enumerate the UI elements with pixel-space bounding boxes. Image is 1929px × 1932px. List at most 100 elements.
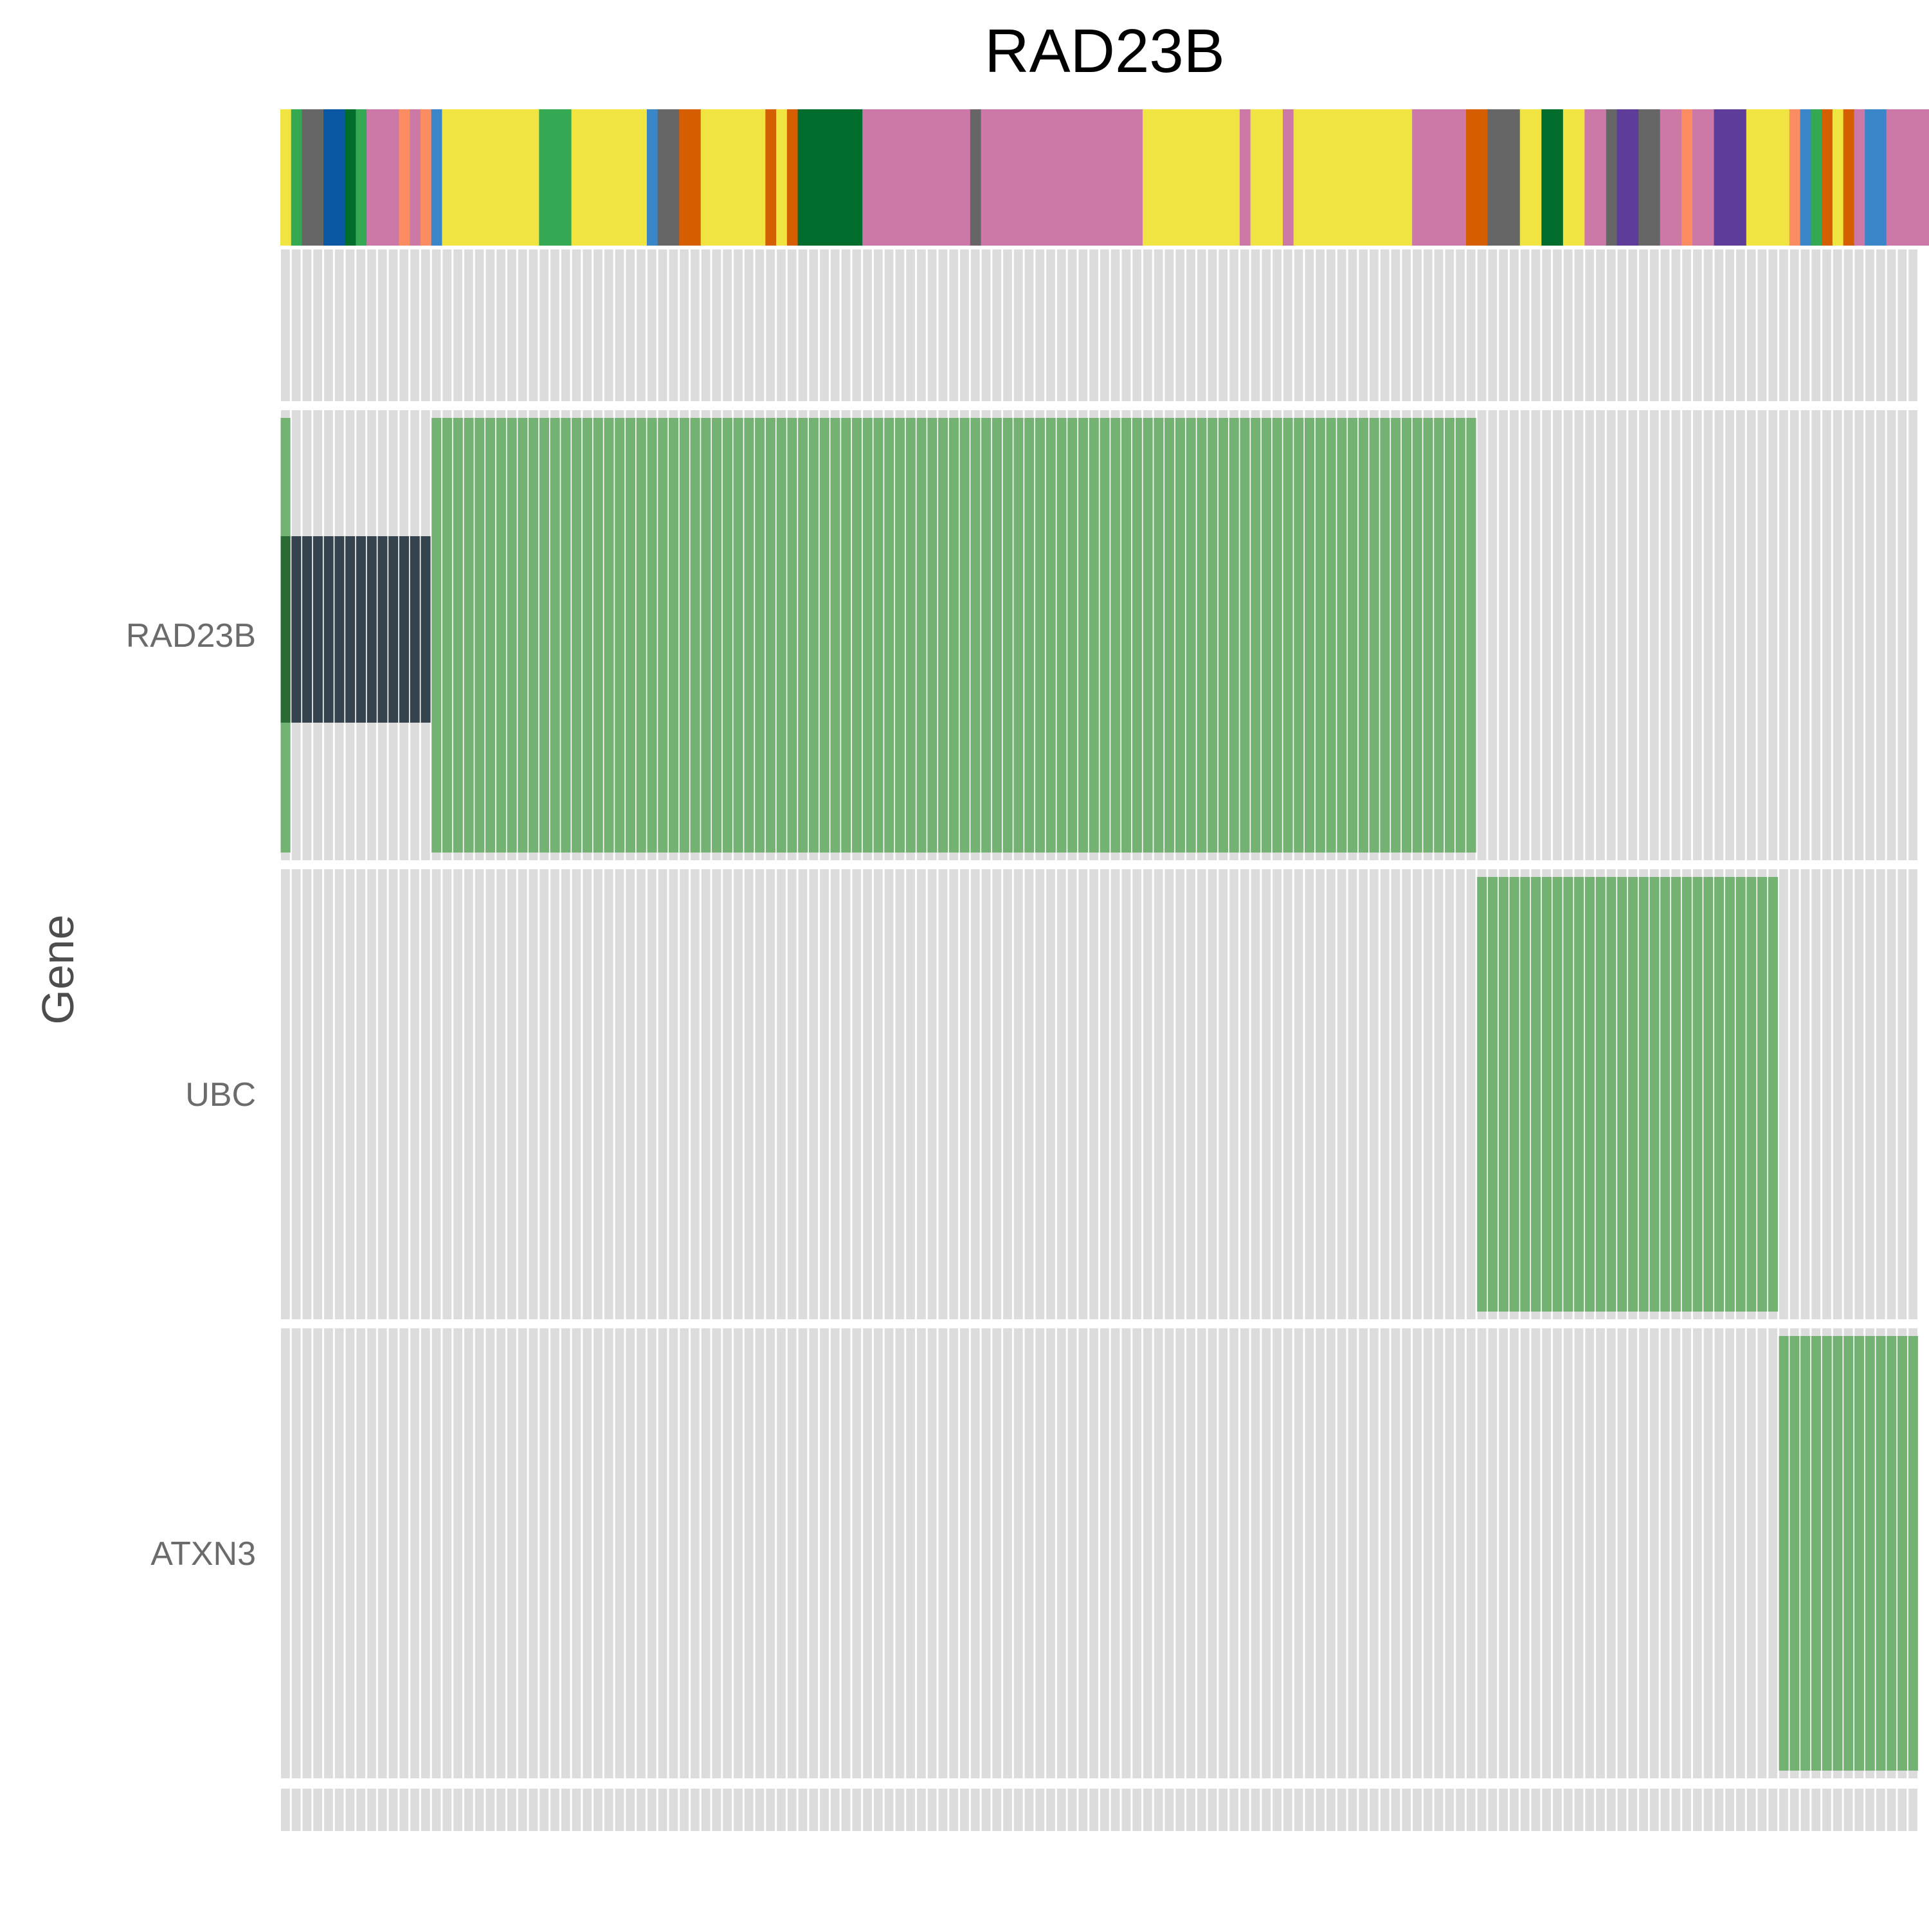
spacer-cell — [1682, 249, 1691, 401]
bottom-cell — [1854, 1789, 1864, 1831]
alteration-cell — [884, 418, 894, 853]
alteration-cell — [1229, 418, 1239, 853]
grid-cell — [1402, 869, 1411, 1319]
grid-cell — [1488, 1328, 1498, 1778]
grid-cell — [1456, 869, 1465, 1319]
grid-cell — [1143, 869, 1152, 1319]
grid-cell — [798, 869, 808, 1319]
grid-cell — [345, 1328, 355, 1778]
grid-cell — [1186, 869, 1195, 1319]
grid-cell — [820, 869, 829, 1319]
grid-cell — [1024, 869, 1034, 1319]
bottom-cell — [1811, 1789, 1821, 1831]
annotation-segment — [1714, 109, 1747, 246]
bottom-cell — [820, 1789, 829, 1831]
grid-cell — [1477, 1328, 1487, 1778]
bottom-cell — [906, 1789, 916, 1831]
grid-cell — [734, 1328, 743, 1778]
alteration-dark-cell — [399, 536, 410, 723]
spacer-cell — [1736, 249, 1745, 401]
alteration-cell — [1833, 1336, 1843, 1771]
grid-cell — [1262, 1328, 1271, 1778]
spacer-cell — [1725, 249, 1735, 401]
alteration-cell — [1197, 418, 1207, 853]
bottom-cell — [1262, 1789, 1271, 1831]
spacer-cell — [734, 249, 743, 401]
bottom-cell — [313, 1789, 323, 1831]
spacer-cell — [453, 249, 462, 401]
spacer-cell — [302, 249, 312, 401]
bottom-cell — [324, 1789, 333, 1831]
spacer-cell — [884, 249, 894, 401]
grid-cell — [1617, 1328, 1627, 1778]
grid-cell — [895, 869, 905, 1319]
grid-cell — [1423, 869, 1433, 1319]
spacer-cell — [1865, 249, 1874, 401]
grid-cell — [1089, 1328, 1098, 1778]
grid-cell — [1262, 869, 1271, 1319]
alteration-cell — [1531, 877, 1541, 1312]
annotation-segment — [646, 109, 658, 246]
grid-cell — [669, 869, 678, 1319]
spacer-cell — [1035, 249, 1045, 401]
grid-cell — [723, 869, 732, 1319]
spacer-cell — [1056, 249, 1066, 401]
bottom-cell — [927, 1789, 937, 1831]
spacer-cell — [830, 249, 840, 401]
bottom-cell — [485, 1789, 495, 1831]
spacer-cell — [1617, 249, 1627, 401]
spacer-cell — [895, 249, 905, 401]
grid-cell — [658, 1328, 667, 1778]
alteration-cell — [1552, 877, 1562, 1312]
grid-cell — [1110, 869, 1120, 1319]
grid-cell — [1854, 410, 1864, 860]
spacer-cell — [550, 249, 559, 401]
bottom-cell — [550, 1789, 559, 1831]
bottom-cell — [1876, 1789, 1885, 1831]
annotation-segment — [571, 109, 648, 246]
spacer-cell — [1445, 249, 1454, 401]
grid-cell — [1520, 410, 1530, 860]
bottom-cell — [302, 1789, 312, 1831]
annotation-segment — [345, 109, 356, 246]
annotation-segment — [1746, 109, 1790, 246]
y-axis-label: Gene — [33, 914, 83, 1024]
annotation-segment — [1541, 109, 1564, 246]
spacer-cell — [701, 249, 711, 401]
alteration-cell — [1595, 877, 1606, 1312]
gene-rows — [280, 410, 1918, 1778]
spacer-cell — [1531, 249, 1541, 401]
bottom-cell — [734, 1789, 743, 1831]
annotation-segment — [431, 109, 443, 246]
grid-cell — [1423, 1328, 1433, 1778]
bottom-cell — [1477, 1789, 1487, 1831]
bottom-cell — [615, 1789, 624, 1831]
alteration-cell — [1477, 877, 1487, 1312]
grid-cell — [572, 869, 581, 1319]
spacer-cell — [1703, 249, 1713, 401]
grid-cell — [1132, 869, 1142, 1319]
grid-cell — [1833, 869, 1842, 1319]
grid-cell — [464, 1328, 473, 1778]
spacer-cell — [1143, 249, 1152, 401]
alteration-cell — [1175, 418, 1185, 853]
spacer-cell — [1132, 249, 1142, 401]
grid-cell — [1725, 1328, 1735, 1778]
grid-cell — [766, 869, 775, 1319]
grid-cell — [485, 1328, 495, 1778]
grid-cell — [507, 1328, 516, 1778]
bottom-cell — [1348, 1789, 1357, 1831]
annotation-segment — [1143, 109, 1240, 246]
spacer-cell — [852, 249, 862, 401]
grid-cell — [1660, 1328, 1670, 1778]
alteration-cell — [1218, 418, 1229, 853]
alteration-cell — [905, 418, 916, 853]
bottom-cell — [938, 1789, 948, 1831]
alteration-cell — [507, 418, 517, 853]
alteration-cell — [1067, 418, 1078, 853]
grid-cell — [1703, 1328, 1713, 1778]
alteration-cell — [1638, 877, 1649, 1312]
bottom-cell — [884, 1789, 894, 1831]
alteration-cell — [1487, 877, 1498, 1312]
grid-cell — [1617, 410, 1627, 860]
